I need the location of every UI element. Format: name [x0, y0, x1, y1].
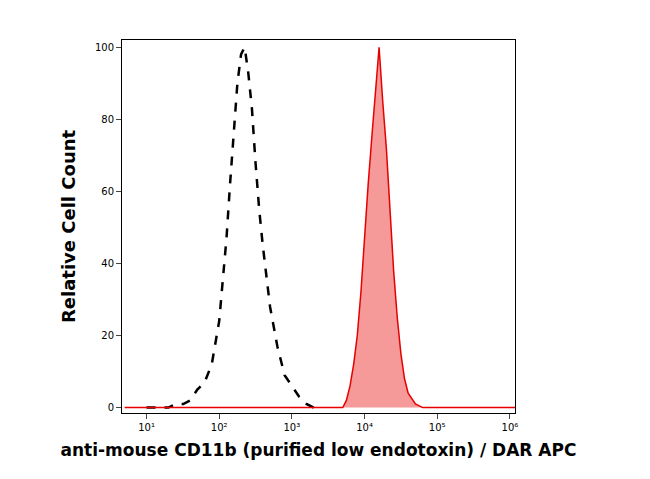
svg-text:40: 40	[101, 258, 114, 269]
svg-text:0: 0	[108, 402, 114, 413]
svg-text:60: 60	[101, 186, 114, 197]
svg-text:10²: 10²	[211, 422, 228, 433]
svg-text:10⁶: 10⁶	[502, 422, 519, 433]
svg-text:Relative Cell Count: Relative Cell Count	[58, 130, 79, 324]
svg-text:10⁴: 10⁴	[356, 422, 373, 433]
svg-text:anti-mouse CD11b (purified low: anti-mouse CD11b (purified low endotoxin…	[61, 440, 577, 460]
svg-text:80: 80	[101, 114, 114, 125]
svg-text:10³: 10³	[284, 422, 301, 433]
svg-text:100: 100	[95, 42, 114, 53]
svg-text:20: 20	[101, 330, 114, 341]
svg-text:10¹: 10¹	[138, 422, 155, 433]
svg-text:10⁵: 10⁵	[429, 422, 446, 433]
